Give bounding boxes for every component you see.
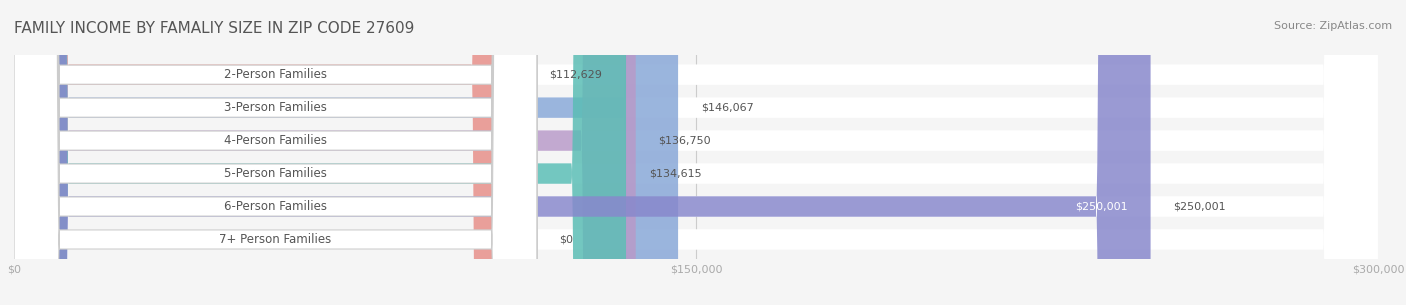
Text: 2-Person Families: 2-Person Families bbox=[224, 68, 328, 81]
FancyBboxPatch shape bbox=[14, 0, 537, 305]
FancyBboxPatch shape bbox=[14, 0, 1378, 305]
FancyBboxPatch shape bbox=[14, 0, 1378, 305]
FancyBboxPatch shape bbox=[14, 0, 537, 305]
FancyBboxPatch shape bbox=[14, 0, 1378, 305]
FancyBboxPatch shape bbox=[14, 0, 537, 305]
FancyBboxPatch shape bbox=[14, 0, 1378, 305]
FancyBboxPatch shape bbox=[14, 0, 537, 305]
Text: 6-Person Families: 6-Person Families bbox=[224, 200, 328, 213]
Text: Source: ZipAtlas.com: Source: ZipAtlas.com bbox=[1274, 21, 1392, 31]
FancyBboxPatch shape bbox=[14, 0, 626, 305]
FancyBboxPatch shape bbox=[14, 0, 537, 305]
Text: 3-Person Families: 3-Person Families bbox=[224, 101, 328, 114]
Text: $134,615: $134,615 bbox=[648, 169, 702, 178]
Text: $250,001: $250,001 bbox=[1076, 202, 1128, 211]
FancyBboxPatch shape bbox=[14, 0, 526, 305]
Text: $0: $0 bbox=[560, 235, 574, 245]
Text: 5-Person Families: 5-Person Families bbox=[224, 167, 328, 180]
FancyBboxPatch shape bbox=[14, 0, 1378, 305]
Text: $136,750: $136,750 bbox=[658, 136, 711, 145]
Text: $146,067: $146,067 bbox=[700, 103, 754, 113]
Text: $112,629: $112,629 bbox=[548, 70, 602, 80]
FancyBboxPatch shape bbox=[14, 0, 636, 305]
FancyBboxPatch shape bbox=[14, 0, 537, 305]
Text: 4-Person Families: 4-Person Families bbox=[224, 134, 328, 147]
Text: $250,001: $250,001 bbox=[1174, 202, 1226, 211]
FancyBboxPatch shape bbox=[14, 0, 1150, 305]
FancyBboxPatch shape bbox=[14, 0, 678, 305]
Text: FAMILY INCOME BY FAMALIY SIZE IN ZIP CODE 27609: FAMILY INCOME BY FAMALIY SIZE IN ZIP COD… bbox=[14, 21, 415, 36]
FancyBboxPatch shape bbox=[14, 0, 1378, 305]
Text: 7+ Person Families: 7+ Person Families bbox=[219, 233, 332, 246]
